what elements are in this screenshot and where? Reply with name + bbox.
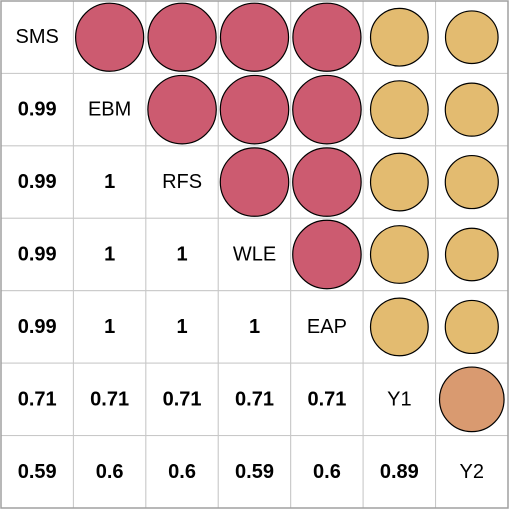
correlation-circle-eap-y2 (444, 299, 499, 355)
matrix-cell (145, 290, 219, 364)
variable-label-wle: WLE (233, 244, 276, 266)
correlation-value-ebm-sms: 0.99 (18, 99, 57, 121)
correlation-value-y1-ebm: 0.71 (90, 388, 129, 410)
correlation-value-y2-y1: 0.89 (380, 461, 419, 483)
correlation-circle-sms-ebm (75, 2, 145, 72)
correlation-value-y1-wle: 0.71 (235, 388, 274, 410)
correlation-circle-ebm-y2 (444, 82, 499, 137)
matrix-cell (217, 362, 292, 437)
correlation-value-wle-rfs: 1 (177, 244, 188, 266)
variable-label-eap: EAP (307, 316, 347, 338)
variable-label-sms: SMS (16, 26, 59, 48)
correlation-circle-eap-y1 (369, 297, 429, 357)
correlation-circle-rfs-y1 (369, 152, 429, 212)
matrix-cell (217, 435, 292, 509)
matrix-cell (145, 435, 219, 509)
variable-label-y2: Y2 (460, 461, 484, 483)
correlation-value-y2-ebm: 0.6 (96, 461, 124, 483)
matrix-cell (362, 435, 437, 509)
correlation-value-rfs-sms: 0.99 (18, 171, 57, 193)
matrix-cell (217, 217, 292, 292)
matrix-cell (290, 362, 364, 437)
correlation-value-y2-sms: 0.59 (18, 461, 57, 483)
correlation-value-y2-rfs: 0.6 (168, 461, 196, 483)
correlation-circle-sms-rfs (147, 2, 217, 72)
matrix-cell (145, 145, 219, 219)
correlation-value-eap-rfs: 1 (177, 316, 188, 338)
variable-label-rfs: RFS (162, 171, 202, 193)
correlation-value-y2-eap: 0.6 (313, 461, 341, 483)
correlation-value-eap-sms: 0.99 (18, 316, 57, 338)
correlation-value-eap-ebm: 1 (104, 316, 115, 338)
variable-label-y1: Y1 (387, 388, 411, 410)
correlation-circle-sms-wle (219, 2, 290, 72)
matrix-cell (290, 435, 364, 509)
matrix-cell (0, 435, 74, 509)
correlation-value-wle-sms: 0.99 (18, 244, 57, 266)
correlation-circle-wle-eap (292, 219, 362, 290)
correlation-value-y1-sms: 0.71 (18, 388, 57, 410)
correlation-value-y2-wle: 0.59 (235, 461, 274, 483)
correlation-circle-ebm-eap (292, 74, 362, 145)
correlation-circle-rfs-y2 (444, 154, 499, 210)
correlation-value-y1-rfs: 0.71 (163, 388, 202, 410)
correlation-circle-sms-y2 (444, 10, 499, 65)
correlation-circle-rfs-wle (219, 147, 290, 217)
matrix-cell (0, 0, 74, 74)
matrix-cell (72, 145, 147, 219)
correlation-circle-wle-y2 (444, 227, 499, 282)
matrix-cell (0, 217, 74, 292)
matrix-cell (145, 362, 219, 437)
correlation-circle-ebm-rfs (147, 74, 217, 145)
matrix-cell (0, 290, 74, 364)
correlation-circle-ebm-wle (219, 74, 290, 145)
correlation-circle-sms-y1 (369, 7, 429, 67)
correlation-circle-rfs-eap (292, 147, 362, 217)
matrix-cell (72, 217, 147, 292)
correlation-value-rfs-ebm: 1 (104, 171, 115, 193)
correlation-value-wle-ebm: 1 (104, 244, 115, 266)
matrix-cell (72, 362, 147, 437)
correlation-circle-wle-y1 (369, 225, 429, 284)
matrix-cell (0, 362, 74, 437)
correlation-circle-ebm-y1 (369, 80, 429, 140)
correlation-value-eap-wle: 1 (249, 316, 260, 338)
matrix-cell (435, 435, 509, 509)
variable-label-ebm: EBM (88, 99, 131, 121)
correlation-circle-sms-eap (292, 2, 362, 72)
correlation-circle-y1-y2 (438, 366, 505, 433)
correlation-value-y1-eap: 0.71 (307, 388, 346, 410)
